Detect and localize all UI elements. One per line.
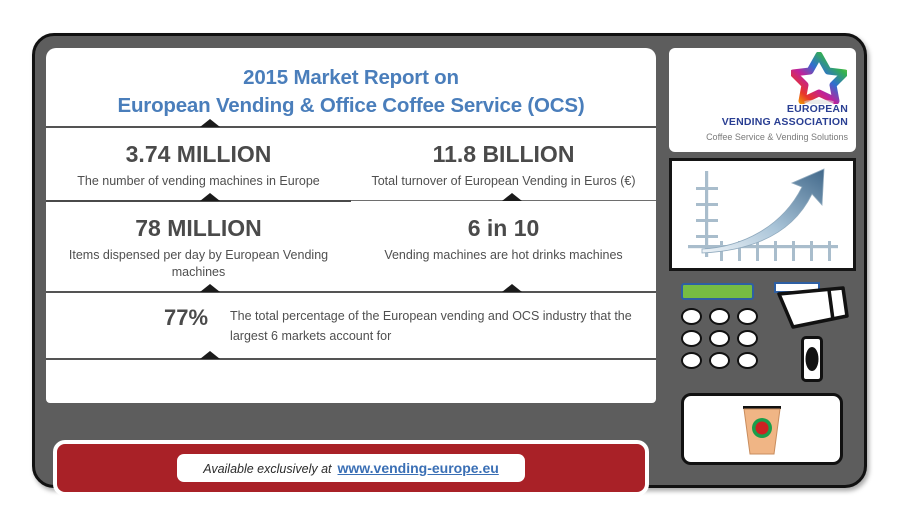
machine-right-column: EUROPEAN VENDING ASSOCIATION Coffee Serv… (669, 48, 856, 479)
separator-triangle-icon (200, 193, 220, 201)
website-link[interactable]: www.vending-europe.eu (337, 460, 499, 476)
stat-label: Total turnover of European Vending in Eu… (371, 174, 636, 188)
separator-line (46, 358, 656, 360)
keypad-key[interactable] (681, 308, 702, 325)
percent-label: The total percentage of the European ven… (230, 309, 632, 343)
report-content-card: 2015 Market Report on European Vending &… (46, 48, 656, 403)
growth-chart-panel (669, 158, 856, 271)
stat-row-1: 3.74 MILLION The number of vending machi… (46, 127, 656, 200)
stat-cell-vending-machines: 3.74 MILLION The number of vending machi… (46, 127, 351, 200)
machine-controls (669, 280, 856, 388)
stat-value: 11.8 BILLION (432, 141, 575, 167)
stat-value: 6 in 10 (467, 215, 540, 241)
keypad-key[interactable] (709, 330, 730, 347)
separator-2 (46, 193, 656, 202)
separator-line (46, 291, 656, 293)
page-title-line-1: 2015 Market Report on (243, 66, 459, 89)
keypad-key[interactable] (681, 330, 702, 347)
coffee-cup-panel (681, 393, 843, 465)
stat-label: Items dispensed per day by European Vend… (68, 248, 329, 279)
machine-keypad[interactable] (681, 308, 759, 369)
separator-4 (46, 351, 656, 360)
separator-triangle-icon (502, 193, 522, 201)
stat-value: 3.74 MILLION (125, 141, 272, 167)
keypad-key[interactable] (737, 330, 758, 347)
star-logo-icon (789, 51, 849, 105)
stat-cell-items-dispensed: 78 MILLION Items dispensed per day by Eu… (46, 201, 351, 291)
footer-pill: Available exclusively at www.vending-eur… (177, 454, 525, 482)
coffee-cup-icon (743, 406, 781, 455)
keypad-key[interactable] (737, 352, 758, 369)
logo-line-1: EUROPEAN (786, 103, 848, 115)
machine-display (681, 283, 754, 300)
logo-line-2: VENDING ASSOCIATION (721, 116, 848, 128)
separator-triangle-icon (200, 351, 220, 359)
separator-triangle-icon (200, 119, 220, 127)
separator-1 (46, 119, 656, 128)
growth-chart-icon (688, 168, 838, 261)
eva-logo-text: EUROPEAN VENDING ASSOCIATION Coffee Serv… (669, 103, 848, 144)
page-title-line-2: European Vending & Office Coffee Service… (117, 94, 585, 117)
keypad-key[interactable] (681, 352, 702, 369)
separator-line (46, 126, 656, 128)
keypad-key[interactable] (709, 308, 730, 325)
stat-value: 78 MILLION (135, 215, 262, 241)
stat-label: The number of vending machines in Europe (77, 174, 320, 188)
eva-logo-panel: EUROPEAN VENDING ASSOCIATION Coffee Serv… (669, 48, 856, 152)
stat-label: Vending machines are hot drinks machines (384, 248, 623, 262)
coin-hole (805, 347, 819, 371)
separator-3 (46, 284, 656, 293)
stat-cell-hot-drinks: 6 in 10 Vending machines are hot drinks … (351, 201, 656, 291)
percent-value: 77% (164, 305, 209, 330)
separator-line-left (46, 200, 351, 202)
vending-machine-frame: 2015 Market Report on European Vending &… (32, 33, 867, 496)
keypad-key[interactable] (737, 308, 758, 325)
stat-row-2: 78 MILLION Items dispensed per day by Eu… (46, 201, 656, 291)
logo-tagline: Coffee Service & Vending Solutions (706, 132, 848, 142)
stat-row-percent: 77% The total percentage of the European… (46, 292, 656, 358)
keypad-key[interactable] (709, 352, 730, 369)
card-reader-icon[interactable] (773, 282, 849, 330)
footer-text: Available exclusively at (203, 462, 332, 476)
separator-triangle-icon (502, 284, 522, 292)
footer-banner: Available exclusively at www.vending-eur… (53, 440, 649, 496)
separator-triangle-icon (200, 284, 220, 292)
report-title-block: 2015 Market Report on European Vending &… (46, 48, 656, 126)
coin-slot-icon[interactable] (801, 336, 823, 382)
stat-cell-turnover: 11.8 BILLION Total turnover of European … (351, 127, 656, 200)
